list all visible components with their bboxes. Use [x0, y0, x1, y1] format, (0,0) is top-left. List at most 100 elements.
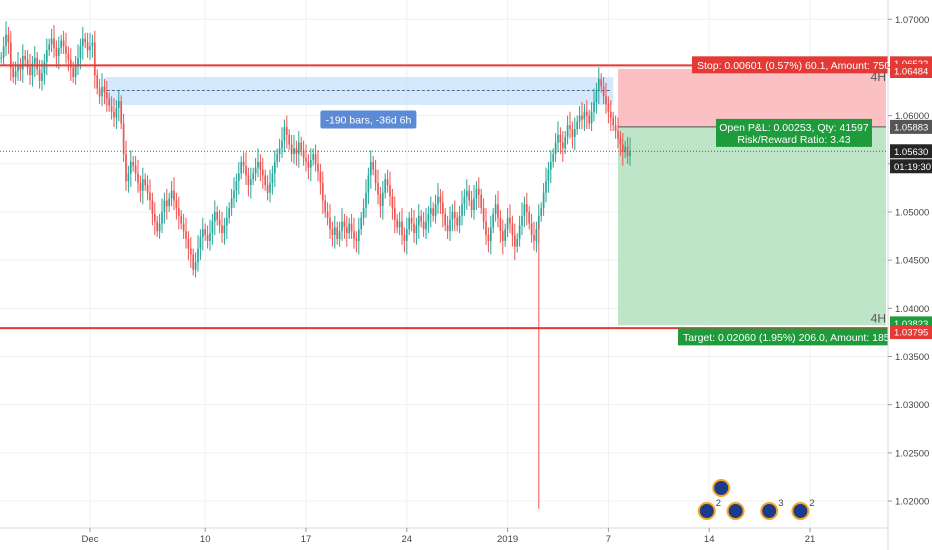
event-count-label: 2 [716, 498, 721, 509]
candle-body [249, 179, 252, 185]
candle-body [21, 55, 24, 70]
candle-body [305, 158, 307, 162]
candle-body [89, 46, 91, 51]
price-axis[interactable]: 1.070001.065001.060001.055001.050001.045… [887, 0, 932, 550]
candle-body [357, 229, 360, 241]
time-tick-label: 10 [200, 534, 211, 545]
candle-body [132, 161, 135, 166]
candle-body [530, 223, 533, 236]
candle-body [497, 204, 499, 218]
candle-body [45, 50, 48, 62]
candle-body [420, 215, 423, 222]
price-tick-label: 1.03000 [895, 400, 929, 411]
event-flag-icon[interactable] [726, 502, 745, 520]
candle-body [230, 198, 233, 209]
candle-body [583, 111, 586, 120]
candle-body [607, 104, 610, 112]
price-tick-label: 1.04500 [895, 256, 929, 267]
candle-body [233, 190, 235, 199]
candle-body [5, 34, 7, 47]
candle-body [614, 125, 617, 132]
candle-body [129, 161, 132, 174]
candle-body [2, 46, 5, 58]
candle-body [199, 237, 202, 249]
candle-body [117, 101, 120, 108]
candle-body [110, 105, 113, 112]
candle-body [348, 223, 351, 234]
candle-body [369, 161, 372, 176]
candle-body [235, 181, 238, 191]
candle-body [463, 196, 466, 205]
candle-body [264, 175, 267, 185]
candle-body [197, 248, 199, 263]
candle-body [177, 208, 180, 216]
candle-body [437, 196, 439, 205]
candle-body [273, 161, 276, 174]
stop-loss-zone[interactable] [618, 68, 886, 127]
candle-body [379, 194, 382, 207]
candle-body [276, 154, 279, 162]
candle-body [115, 107, 118, 118]
candle-body [523, 204, 526, 216]
candle-body [413, 223, 415, 234]
candle-body [398, 221, 401, 228]
candle-body [225, 217, 228, 226]
candle-body [228, 208, 231, 218]
time-tick-label: 24 [402, 534, 413, 545]
candle-body [218, 219, 221, 226]
last-price-tag-bg [890, 144, 932, 159]
candle-body [156, 221, 159, 232]
candle-body [29, 67, 31, 76]
candle-body [511, 223, 514, 236]
candle-body [86, 42, 89, 51]
candle-body [266, 184, 269, 193]
candle-body [564, 136, 567, 149]
candle-body [374, 169, 377, 184]
candle-body [141, 179, 144, 191]
candle-body [415, 225, 418, 234]
event-flag-icon[interactable] [791, 502, 810, 520]
time-axis[interactable]: Dec 10 17 24 2019 7 14 21 [0, 527, 888, 545]
candle-body [410, 217, 413, 224]
time-tick-label: 17 [301, 534, 312, 545]
candle-body [331, 229, 334, 236]
candle-body [581, 115, 583, 120]
candle-body [360, 217, 363, 230]
range-measure-label-bg [320, 110, 417, 129]
price-tick-label: 1.04000 [895, 304, 929, 315]
event-flag-icon[interactable] [760, 502, 779, 520]
candle-body [269, 183, 271, 193]
candle-body [221, 225, 223, 234]
candle-body [254, 167, 257, 174]
candle-body [26, 59, 29, 68]
range-measure-label: -190 bars, -36d 6h [325, 114, 411, 126]
candle-body [168, 198, 171, 207]
event-count-label: 3 [778, 498, 783, 509]
candle-body [0, 57, 3, 59]
candle-body [569, 125, 571, 130]
candle-body [494, 204, 497, 214]
candle-body [81, 38, 84, 47]
candle-body [600, 79, 603, 87]
candle-body [189, 248, 192, 255]
candle-body [401, 221, 403, 236]
candle-body [314, 154, 317, 164]
candle-body [33, 57, 36, 64]
candle-body [441, 202, 444, 214]
candle-body [345, 227, 348, 234]
candle-body [261, 169, 264, 176]
candle-body [245, 165, 247, 176]
event-flag-icon[interactable] [697, 502, 716, 520]
candle-body [65, 46, 67, 54]
event-flag-icon[interactable] [712, 479, 731, 497]
candle-body [185, 231, 187, 239]
candle-body [595, 90, 598, 103]
candle-body [281, 140, 283, 149]
candle-body [429, 208, 432, 214]
candle-body [624, 146, 627, 153]
candle-body [9, 42, 12, 68]
candle-body [403, 235, 406, 241]
countdown-tag-bg [890, 159, 932, 174]
take-profit-zone[interactable] [618, 126, 886, 326]
